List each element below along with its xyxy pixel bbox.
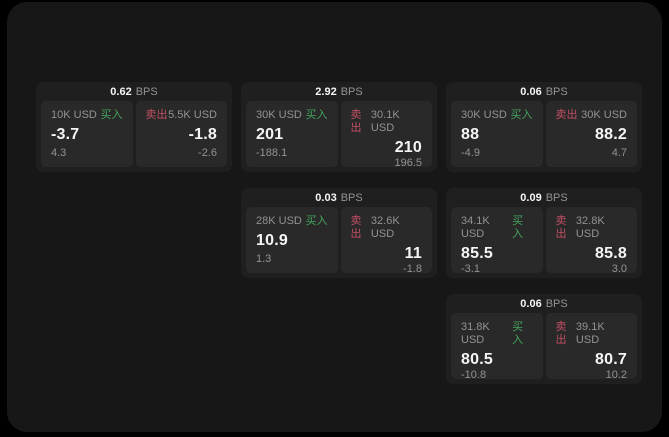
buy-side-label: 买入 xyxy=(100,109,123,121)
buy-panel[interactable]: 30K USD 买入 88 -4.9 xyxy=(451,101,543,167)
sell-panel[interactable]: 卖出 30K USD 88.2 4.7 xyxy=(545,101,637,167)
sell-price: -1.8 xyxy=(188,126,217,143)
quote-panels: 30K USD 买入 88 -4.9 卖出 30K USD 88.2 4.7 xyxy=(451,101,637,167)
buy-panel[interactable]: 10K USD 买入 -3.7 4.3 xyxy=(41,101,133,167)
sell-delta: 3.0 xyxy=(611,263,627,275)
quote-card: 2.92 BPS 30K USD 买入 201 -188.1 卖出 30.1K … xyxy=(241,82,437,172)
quote-card: 0.62 BPS 10K USD 买入 -3.7 4.3 卖出 5.5K USD xyxy=(36,82,232,172)
buy-amount: 30K USD xyxy=(256,109,302,121)
buy-amount: 34.1K USD xyxy=(461,215,490,240)
sell-panel[interactable]: 卖出 32.6K USD 11 -1.8 xyxy=(340,207,432,275)
sell-price: 210 xyxy=(394,139,422,156)
bps-value: 0.03 xyxy=(315,191,337,204)
quote-panels: 10K USD 买入 -3.7 4.3 卖出 5.5K USD -1.8 -2.… xyxy=(41,101,227,167)
buy-price: 80.5 xyxy=(461,351,493,368)
sell-side-label: 卖出 xyxy=(350,109,362,134)
sell-amount: 5.5K USD xyxy=(168,109,217,121)
sell-price: 85.8 xyxy=(595,245,627,262)
buy-side-label: 买入 xyxy=(512,215,524,240)
sell-amount: 39.1K USD xyxy=(575,321,605,346)
quote-panels: 34.1K USD 买入 85.5 -3.1 卖出 32.8K USD 85.8… xyxy=(451,207,637,275)
quote-panels: 31.8K USD 买入 80.5 -10.8 卖出 39.1K USD 80.… xyxy=(451,313,637,381)
buy-side-label: 买入 xyxy=(512,321,524,346)
buy-delta: -3.1 xyxy=(461,263,480,275)
app-surface: 0.62 BPS 10K USD 买入 -3.7 4.3 卖出 5.5K USD xyxy=(7,2,662,432)
bps-value: 0.09 xyxy=(520,191,542,204)
quote-panels: 30K USD 买入 201 -188.1 卖出 30.1K USD 210 1… xyxy=(246,101,432,169)
buy-delta: -4.9 xyxy=(461,147,480,159)
quote-panels: 28K USD 买入 10.9 1.3 卖出 32.6K USD 11 -1.8 xyxy=(246,207,432,275)
sell-side-label: 卖出 xyxy=(555,109,578,121)
bps-header: 0.09 BPS xyxy=(451,188,637,207)
buy-price: 85.5 xyxy=(461,245,493,262)
bps-unit: BPS xyxy=(340,85,363,98)
quote-card: 0.09 BPS 34.1K USD 买入 85.5 -3.1 卖出 32.8K… xyxy=(446,188,642,278)
buy-delta: 4.3 xyxy=(51,147,67,159)
sell-amount: 32.8K USD xyxy=(575,215,605,240)
quote-card: 0.03 BPS 28K USD 买入 10.9 1.3 卖出 32.6K US… xyxy=(241,188,437,278)
buy-side-label: 买入 xyxy=(510,109,533,121)
buy-panel[interactable]: 30K USD 买入 201 -188.1 xyxy=(246,101,338,167)
bps-value: 0.06 xyxy=(520,297,542,310)
sell-amount: 30.1K USD xyxy=(370,109,400,134)
buy-side-label: 买入 xyxy=(305,215,328,227)
sell-amount: 30K USD xyxy=(581,109,627,121)
buy-delta: -188.1 xyxy=(256,147,288,159)
sell-price: 88.2 xyxy=(595,126,627,143)
sell-amount: 32.6K USD xyxy=(370,215,400,240)
buy-price: 201 xyxy=(256,126,284,143)
buy-amount: 28K USD xyxy=(256,215,302,227)
buy-delta: 1.3 xyxy=(256,253,272,265)
buy-panel[interactable]: 28K USD 买入 10.9 1.3 xyxy=(246,207,338,273)
sell-side-label: 卖出 xyxy=(555,321,567,346)
bps-unit: BPS xyxy=(340,191,363,204)
sell-side-label: 卖出 xyxy=(555,215,567,240)
bps-unit: BPS xyxy=(545,297,568,310)
sell-price: 11 xyxy=(404,245,422,262)
buy-amount: 30K USD xyxy=(461,109,507,121)
sell-panel[interactable]: 卖出 5.5K USD -1.8 -2.6 xyxy=(135,101,227,167)
bps-unit: BPS xyxy=(135,85,158,98)
sell-delta: 4.7 xyxy=(611,147,627,159)
sell-side-label: 卖出 xyxy=(145,109,168,121)
bps-value: 0.62 xyxy=(110,85,132,98)
buy-delta: -10.8 xyxy=(461,369,487,381)
buy-price: -3.7 xyxy=(51,126,80,143)
bps-value: 0.06 xyxy=(520,85,542,98)
sell-delta: -1.8 xyxy=(403,263,422,275)
buy-amount: 10K USD xyxy=(51,109,97,121)
sell-panel[interactable]: 卖出 32.8K USD 85.8 3.0 xyxy=(545,207,637,275)
cards-grid: 0.62 BPS 10K USD 买入 -3.7 4.3 卖出 5.5K USD xyxy=(36,82,642,384)
buy-panel[interactable]: 31.8K USD 买入 80.5 -10.8 xyxy=(451,313,543,381)
bps-unit: BPS xyxy=(545,85,568,98)
bps-value: 2.92 xyxy=(315,85,337,98)
buy-price: 88 xyxy=(461,126,480,143)
quote-card: 0.06 BPS 30K USD 买入 88 -4.9 卖出 30K USD xyxy=(446,82,642,172)
sell-panel[interactable]: 卖出 30.1K USD 210 196.5 xyxy=(340,101,432,169)
sell-price: 80.7 xyxy=(595,351,627,368)
sell-panel[interactable]: 卖出 39.1K USD 80.7 10.2 xyxy=(545,313,637,381)
bps-header: 0.06 BPS xyxy=(451,294,637,313)
bps-unit: BPS xyxy=(545,191,568,204)
quote-card: 0.06 BPS 31.8K USD 买入 80.5 -10.8 卖出 39.1… xyxy=(446,294,642,384)
sell-delta: 196.5 xyxy=(394,157,422,169)
sell-delta: -2.6 xyxy=(198,147,217,159)
bps-header: 2.92 BPS xyxy=(246,82,432,101)
sell-delta: 10.2 xyxy=(605,369,627,381)
buy-panel[interactable]: 34.1K USD 买入 85.5 -3.1 xyxy=(451,207,543,275)
bps-header: 0.06 BPS xyxy=(451,82,637,101)
buy-price: 10.9 xyxy=(256,232,288,249)
buy-side-label: 买入 xyxy=(305,109,328,121)
buy-amount: 31.8K USD xyxy=(461,321,490,346)
sell-side-label: 卖出 xyxy=(350,215,362,240)
bps-header: 0.62 BPS xyxy=(41,82,227,101)
bps-header: 0.03 BPS xyxy=(246,188,432,207)
